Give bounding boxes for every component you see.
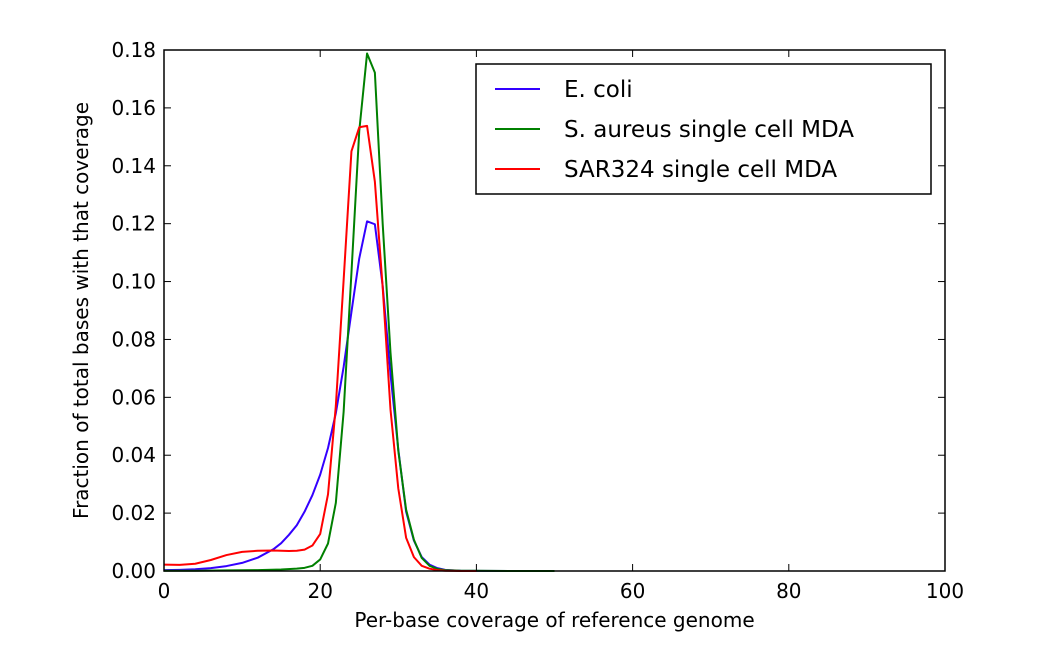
legend-label-e-coli: E. coli bbox=[564, 77, 633, 103]
x-tick-label: 100 bbox=[926, 579, 964, 603]
y-tick-label: 0.00 bbox=[111, 559, 156, 583]
y-tick-label: 0.16 bbox=[111, 96, 156, 120]
series-layer bbox=[163, 52, 555, 572]
plot-frame bbox=[163, 49, 946, 572]
y-axis-ticks: 0.00 0.02 0.04 0.06 0.08 0.10 0.12 0.14 0.16 0.18 bbox=[111, 38, 945, 583]
series-line-e-coli bbox=[163, 220, 555, 572]
y-tick-label: 0.14 bbox=[111, 154, 156, 178]
y-tick-label: 0.04 bbox=[111, 443, 156, 467]
y-tick-label: 0.10 bbox=[111, 270, 156, 294]
legend-box bbox=[475, 63, 932, 195]
y-tick-label: 0.06 bbox=[111, 385, 156, 409]
x-tick-label: 20 bbox=[307, 579, 332, 603]
legend: E. coli S. aureus single cell MDA SAR324… bbox=[475, 63, 932, 195]
x-tick-label: 0 bbox=[158, 579, 171, 603]
x-tick-label: 40 bbox=[464, 579, 489, 603]
legend-label-s-aureus: S. aureus single cell MDA bbox=[564, 117, 854, 143]
y-tick-label: 0.18 bbox=[111, 38, 156, 62]
y-tick-label: 0.08 bbox=[111, 327, 156, 351]
x-axis-ticks: 0 20 40 60 80 100 bbox=[158, 50, 964, 603]
x-tick-label: 60 bbox=[620, 579, 645, 603]
legend-label-sar324: SAR324 single cell MDA bbox=[564, 157, 837, 183]
x-axis-label: Per-base coverage of reference genome bbox=[354, 608, 754, 632]
series-line-sar324 bbox=[163, 124, 477, 572]
y-tick-label: 0.02 bbox=[111, 501, 156, 525]
y-tick-label: 0.12 bbox=[111, 212, 156, 236]
x-tick-label: 80 bbox=[776, 579, 801, 603]
y-axis-label: Fraction of total bases with that covera… bbox=[69, 102, 93, 519]
